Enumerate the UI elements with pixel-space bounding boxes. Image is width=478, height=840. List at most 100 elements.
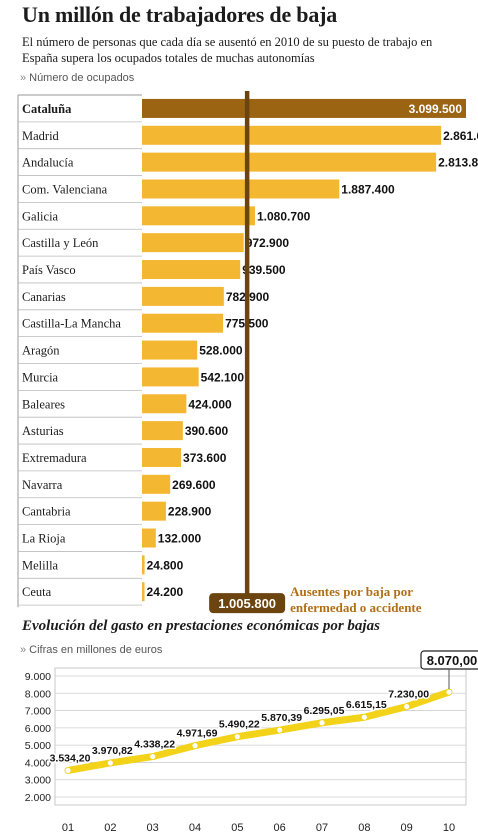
data-label: 6.295,05	[304, 705, 345, 717]
category-label: Murcia	[22, 370, 59, 384]
chart2-unit-label: Cifras en millones de euros	[29, 644, 163, 656]
category-label: Cantabria	[22, 505, 71, 519]
chart1-unit-note: » Número de ocupados	[20, 72, 134, 84]
chart2-title: Evolución del gasto en prestaciones econ…	[22, 618, 380, 634]
x-tick-label: 02	[104, 822, 116, 834]
data-point	[446, 689, 452, 695]
category-label: Galicia	[22, 209, 59, 223]
bar	[142, 367, 199, 387]
plot-frame	[54, 667, 467, 806]
bar	[142, 474, 171, 494]
value-label: 1.887.400	[341, 182, 395, 196]
bar	[142, 286, 224, 306]
bar	[142, 179, 340, 199]
double-arrow-icon: »	[20, 72, 27, 84]
value-label: 939.500	[242, 263, 286, 277]
value-label: 269.600	[172, 478, 216, 492]
data-label: 5.490,22	[219, 719, 260, 731]
value-label: 2.813.800	[438, 156, 478, 170]
data-label: 3.970,82	[92, 745, 133, 757]
value-label: 228.900	[168, 505, 212, 519]
category-label: Baleares	[22, 397, 65, 411]
data-label: 4.971,69	[177, 728, 218, 740]
value-label: 373.600	[183, 451, 227, 465]
value-label: 424.000	[188, 397, 232, 411]
bar	[142, 233, 244, 253]
data-point	[107, 760, 113, 766]
bar	[142, 98, 466, 118]
value-label: 972.900	[246, 236, 290, 250]
data-point	[150, 753, 156, 760]
data-point	[277, 727, 283, 733]
bar	[142, 501, 166, 521]
y-tick-label: 5.000	[25, 740, 51, 752]
data-label: 7.230,00	[388, 689, 429, 701]
value-label: 2.861.600	[443, 129, 478, 143]
data-point	[361, 714, 367, 720]
bar-chart-ocupados: Cataluña 3.099.500 Madrid 2.861.600 Andalucí…	[17, 91, 478, 615]
bar	[142, 447, 182, 467]
data-label: 6.615,15	[346, 699, 387, 711]
y-tick-label: 7.000	[25, 706, 51, 718]
chart2-unit-note: » Cifras en millones de euros	[20, 644, 162, 656]
bar	[142, 313, 224, 333]
last-value-box	[420, 650, 478, 670]
data-label: 4.338,22	[134, 739, 175, 751]
y-tick-label: 8.000	[25, 688, 51, 700]
page-subtitle: El número de personas que cada día se au…	[22, 35, 433, 65]
page-title: Un millón de trabajadores de baja	[22, 2, 338, 27]
data-label: 5.870,39	[261, 712, 302, 724]
data-point	[319, 720, 325, 726]
category-label: Canarias	[22, 290, 66, 304]
bar	[142, 394, 187, 414]
value-label: 132.000	[158, 532, 202, 546]
y-tick-label: 9.000	[25, 671, 51, 683]
category-label: Navarra	[22, 478, 63, 492]
value-label: 528.000	[199, 344, 243, 358]
category-label: Aragón	[22, 344, 60, 358]
category-label: País Vasco	[22, 263, 76, 277]
y-tick-label: 3.000	[25, 775, 51, 787]
x-tick-label: 08	[358, 822, 370, 834]
double-arrow-icon: »	[20, 644, 27, 656]
y-tick-label: 6.000	[25, 723, 51, 735]
value-label: 24.800	[147, 558, 184, 572]
x-tick-label: 03	[147, 822, 159, 834]
category-label: Cataluña	[22, 102, 72, 116]
reference-annotation: Ausentes por baja por	[290, 584, 413, 599]
x-tick-label: 07	[316, 822, 328, 834]
x-tick-label: 05	[231, 822, 243, 834]
category-label: Castilla-La Mancha	[22, 317, 121, 331]
reference-annotation: enfermedad o accidente	[290, 600, 422, 615]
value-label: 1.080.700	[257, 209, 311, 223]
x-tick-label: 06	[274, 822, 286, 834]
category-label: Castilla y León	[22, 236, 99, 250]
bar	[142, 125, 442, 145]
value-label: 390.600	[185, 424, 229, 438]
category-label: Melilla	[22, 558, 59, 572]
data-point	[192, 743, 198, 749]
bar	[142, 421, 183, 441]
chart1-unit-label: Número de ocupados	[29, 72, 135, 84]
value-label: 3.099.500	[409, 102, 463, 116]
value-label: 24.200	[147, 585, 184, 599]
bar	[142, 340, 198, 360]
bar	[142, 528, 156, 548]
category-label: Asturias	[22, 424, 64, 438]
last-value-label: 8.070,00	[427, 653, 478, 668]
bar	[142, 260, 241, 280]
data-point	[65, 767, 71, 774]
reference-value-box	[209, 593, 286, 614]
category-label: Madrid	[22, 129, 60, 143]
category-label: Ceuta	[22, 585, 52, 599]
data-label: 3.534,20	[50, 752, 91, 764]
data-point	[404, 703, 410, 710]
reference-value-label: 1.005.800	[218, 596, 276, 611]
series-line	[64, 688, 453, 774]
bar	[142, 555, 145, 575]
bar	[142, 582, 145, 602]
y-tick-label: 2.000	[25, 792, 51, 804]
bar	[142, 152, 437, 172]
x-tick-label: 01	[62, 822, 74, 834]
data-point	[234, 734, 240, 740]
